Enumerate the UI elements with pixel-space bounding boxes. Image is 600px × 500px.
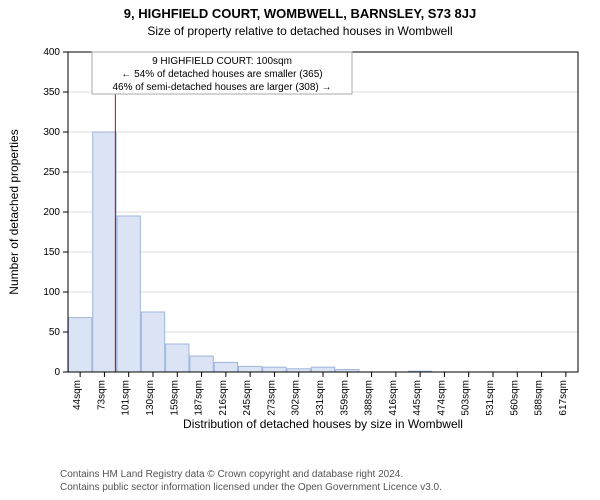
y-axis: 0 50 100 150 200 250 300 350 400 <box>43 47 68 378</box>
x-tick-label: 617sqm <box>558 380 569 416</box>
y-tick-label: 400 <box>43 47 60 58</box>
x-tick-label: 359sqm <box>339 380 350 416</box>
x-tick-label: 331sqm <box>315 380 326 416</box>
y-tick-label: 200 <box>43 207 60 218</box>
x-tick-label: 101sqm <box>121 380 132 416</box>
bar <box>238 366 261 372</box>
y-tick-label: 150 <box>43 247 60 258</box>
x-tick-label: 302sqm <box>291 380 302 416</box>
x-tick-label: 44sqm <box>72 380 83 410</box>
footer: Contains HM Land Registry data © Crown c… <box>60 469 442 494</box>
x-tick-label: 560sqm <box>509 380 520 416</box>
footer-line-2: Contains public sector information licen… <box>60 482 442 495</box>
y-tick-label: 250 <box>43 167 60 178</box>
x-tick-label: 245sqm <box>242 380 253 416</box>
annotation-box: 9 HIGHFIELD COURT: 100sqm ← 54% of detach… <box>92 52 352 94</box>
figure: 9, HIGHFIELD COURT, WOMBWELL, BARNSLEY, … <box>0 0 600 500</box>
y-tick-label: 0 <box>54 367 60 378</box>
x-tick-label: 73sqm <box>96 380 107 410</box>
annotation-line: ← 54% of detached houses are smaller (36… <box>121 69 322 80</box>
x-axis-label: Distribution of detached houses by size … <box>183 417 463 431</box>
x-tick-label: 130sqm <box>145 380 156 416</box>
x-tick-label: 416sqm <box>388 380 399 416</box>
y-tick-label: 100 <box>43 287 60 298</box>
y-tick-label: 300 <box>43 127 60 138</box>
x-tick-label: 445sqm <box>412 380 423 416</box>
x-axis: 44sqm 73sqm 101sqm 130sqm 159sqm 187sqm 216sqm… <box>72 372 569 416</box>
bar <box>311 367 334 372</box>
y-tick-label: 50 <box>49 327 61 338</box>
bar <box>166 344 189 372</box>
x-tick-label: 216sqm <box>218 380 229 416</box>
x-tick-label: 588sqm <box>534 380 545 416</box>
x-tick-label: 273sqm <box>266 380 277 416</box>
title-main: 9, HIGHFIELD COURT, WOMBWELL, BARNSLEY, … <box>0 6 600 21</box>
x-tick-label: 503sqm <box>461 380 472 416</box>
annotation-line: 46% of semi-detached houses are larger (… <box>112 82 331 93</box>
histogram-chart: 0 50 100 150 200 250 300 350 400 44sqm 73sqm 101sqm… <box>0 42 600 440</box>
bar <box>190 356 213 372</box>
y-tick-label: 350 <box>43 87 60 98</box>
bar <box>93 132 116 372</box>
bar <box>214 362 237 372</box>
bar <box>68 318 91 372</box>
footer-line-1: Contains HM Land Registry data © Crown c… <box>60 469 442 482</box>
x-tick-label: 388sqm <box>364 380 375 416</box>
y-axis-label: Number of detached properties <box>7 129 21 294</box>
title-sub: Size of property relative to detached ho… <box>0 24 600 38</box>
bar <box>263 367 286 372</box>
bar <box>117 216 140 372</box>
x-tick-label: 474sqm <box>436 380 447 416</box>
x-tick-label: 187sqm <box>194 380 205 416</box>
x-tick-label: 159sqm <box>169 380 180 416</box>
bar <box>141 312 164 372</box>
annotation-line: 9 HIGHFIELD COURT: 100sqm <box>152 56 292 67</box>
x-tick-label: 531sqm <box>485 380 496 416</box>
